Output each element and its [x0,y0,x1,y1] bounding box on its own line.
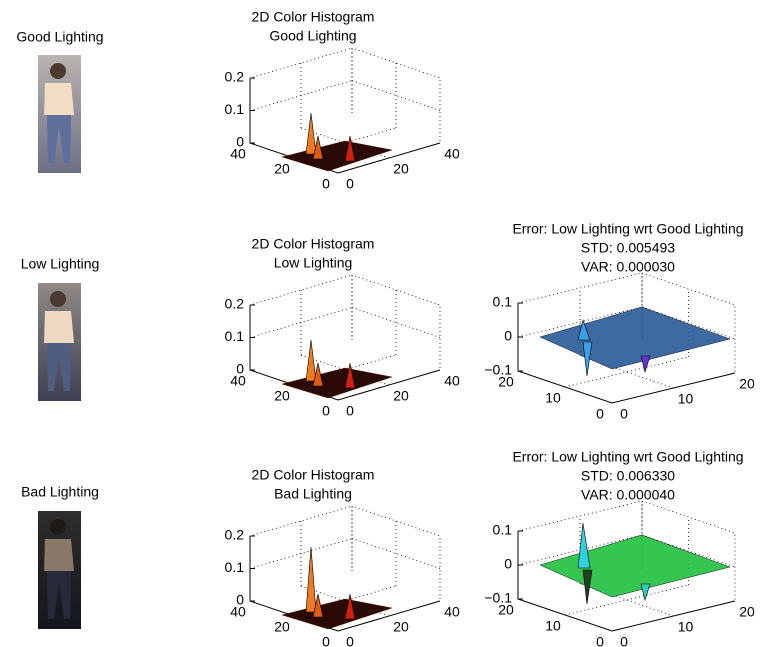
x-tick-label: 0 [620,406,628,422]
x-tick-label: 20 [739,604,755,620]
histogram-surface [282,599,392,629]
panel-title: Low Lighting [274,255,353,271]
panel-title: Bad Lighting [274,486,352,502]
z-tick-label: 0.2 [225,527,245,543]
panel-title: Error: Low Lighting wrt Good Lighting [512,449,743,465]
error-surface [540,307,730,369]
x-tick-label: 20 [393,161,409,177]
x-tick-label: 20 [739,376,755,392]
panel-title: Error: Low Lighting wrt Good Lighting [512,221,743,237]
person-head [50,291,66,307]
error-spike [641,584,650,600]
y-tick-label: 40 [230,146,246,162]
histogram-surface [282,141,392,171]
y-tick-label: 0 [322,634,330,647]
histogram-peak [306,547,316,612]
row-label: Bad Lighting [21,484,99,500]
error-spike [641,356,650,372]
z-tick-label: 0.1 [225,559,245,575]
person-shirt [44,83,74,115]
row-label: Good Lighting [16,29,103,45]
y-tick-label: 0 [596,406,604,422]
x-tick-label: 10 [678,619,694,635]
figure: Good Lighting 2D Color Histogram Good Ligh… [0,0,775,647]
y-tick-label: 0 [322,403,330,419]
x-tick-label: 20 [393,388,409,404]
histogram-surface [282,368,392,398]
y-tick-label: 10 [545,618,561,634]
panel-title: 2D Color Histogram [252,236,375,252]
x-tick-label: 40 [444,146,460,162]
x-tick-label: 10 [678,391,694,407]
panel-title: STD: 0.006330 [581,468,675,484]
z-tick-label: 0.2 [225,69,245,85]
y-tick-label: 10 [545,390,561,406]
panel-title: 2D Color Histogram [252,9,375,25]
person-shirt [44,311,74,343]
error-spike [578,523,590,568]
x-tick-label: 0 [346,176,354,192]
person-shirt [44,539,74,571]
y-tick-label: 20 [274,619,290,635]
x-tick-label: 20 [393,619,409,635]
y-tick-label: 20 [498,374,514,390]
z-tick-label: 0.1 [493,522,513,538]
x-tick-label: 0 [346,403,354,419]
y-tick-label: 20 [498,602,514,618]
z-tick-label: 0.1 [225,328,245,344]
y-tick-label: 0 [596,634,604,647]
error-surface [540,535,730,597]
panel-title: STD: 0.005493 [581,240,675,256]
histogram-peak [306,340,316,381]
person-head [50,63,66,79]
x-tick-label: 40 [444,604,460,620]
z-tick-label: 0.2 [225,296,245,312]
panel-title: VAR: 0.000040 [581,487,675,503]
row-label: Low Lighting [21,256,100,272]
z-tick-label: 0 [504,328,512,344]
person-head [50,519,66,535]
panel-title: VAR: 0.000030 [581,259,675,275]
panel-title: Good Lighting [269,28,356,44]
y-tick-label: 40 [230,604,246,620]
histogram-peak [306,113,316,154]
z-tick-label: 0.1 [225,101,245,117]
y-tick-label: 20 [274,388,290,404]
x-tick-label: 0 [346,634,354,647]
y-tick-label: 20 [274,161,290,177]
y-tick-label: 40 [230,373,246,389]
x-tick-label: 0 [620,634,628,647]
y-tick-label: 0 [322,176,330,192]
z-tick-label: 0.1 [493,294,513,310]
z-tick-label: 0 [504,556,512,572]
panel-title: 2D Color Histogram [252,467,375,483]
x-tick-label: 40 [444,373,460,389]
